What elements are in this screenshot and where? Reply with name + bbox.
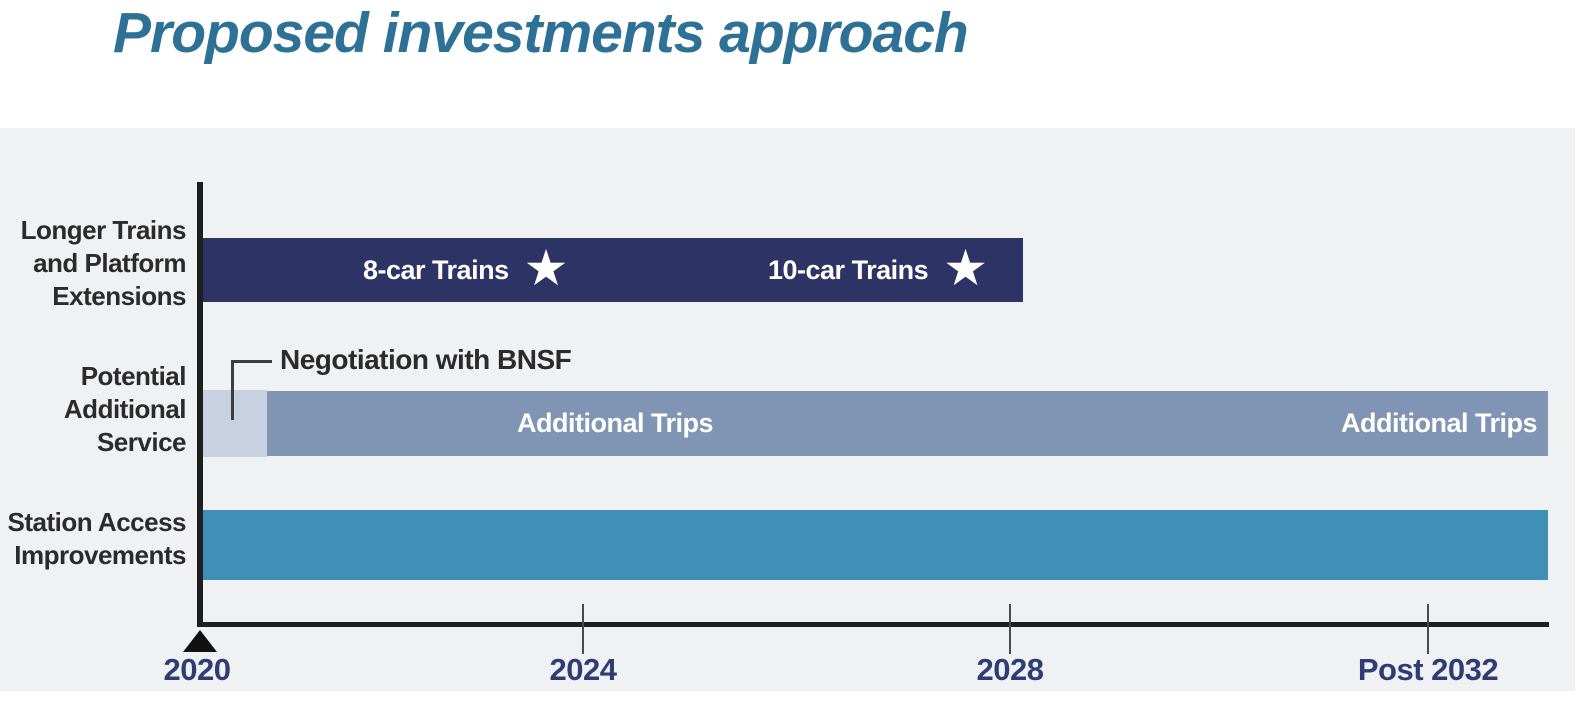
additional-trips-label-left: Additional Trips	[517, 408, 714, 438]
tick-label-post-2032: Post 2032	[1357, 652, 1499, 687]
page-title: Proposed investments approach	[113, 1, 969, 65]
milestone-label: 8-car Trains	[363, 254, 509, 285]
origin-triangle-marker	[183, 630, 217, 652]
milestone-10-car-trains: 10-car Trains ★	[768, 238, 988, 302]
investment-timeline-chart: Longer Trains and Platform Extensions Po…	[0, 128, 1575, 691]
tick-label-2024: 2024	[549, 652, 617, 687]
tick-post-2032	[1427, 604, 1429, 654]
row-label-line: Longer Trains	[20, 215, 187, 245]
row-label-line: Extensions	[52, 281, 186, 311]
tick-label-2020: 2020	[163, 652, 231, 687]
bar-longer-trains: 8-car Trains ★ 10-car Trains ★	[200, 238, 1023, 302]
tick-label-2028: 2028	[976, 652, 1044, 687]
star-icon: ★	[523, 239, 569, 296]
milestone-label: 10-car Trains	[768, 254, 929, 285]
tick-2028	[1009, 604, 1011, 654]
row-label-line: Improvements	[14, 540, 186, 570]
row-label-longer-trains: Longer Trains and Platform Extensions	[0, 214, 187, 313]
x-axis-line	[197, 622, 1549, 627]
row-label-line: Potential	[80, 361, 187, 391]
milestone-8-car-trains: 8-car Trains ★	[363, 238, 568, 302]
bar-station-access	[200, 510, 1548, 580]
star-icon: ★	[943, 239, 988, 296]
row-label-station-access: Station Access Improvements	[0, 506, 187, 572]
tick-2024	[582, 604, 584, 654]
row-label-potential-service: Potential Additional Service	[0, 360, 187, 459]
row-label-line: Station Access	[7, 507, 187, 537]
callout-line-horizontal	[231, 360, 272, 363]
y-axis-line	[197, 182, 203, 627]
row-label-line: Additional	[63, 394, 187, 424]
row-label-line: Service	[96, 427, 187, 457]
additional-trips-label-right: Additional Trips	[1340, 408, 1538, 438]
negotiation-annotation: Negotiation with BNSF	[280, 344, 572, 375]
bar-additional-trips: Additional Trips Additional Trips	[267, 391, 1548, 456]
row-label-line: and Platform	[33, 248, 186, 278]
callout-line-vertical	[231, 360, 234, 420]
